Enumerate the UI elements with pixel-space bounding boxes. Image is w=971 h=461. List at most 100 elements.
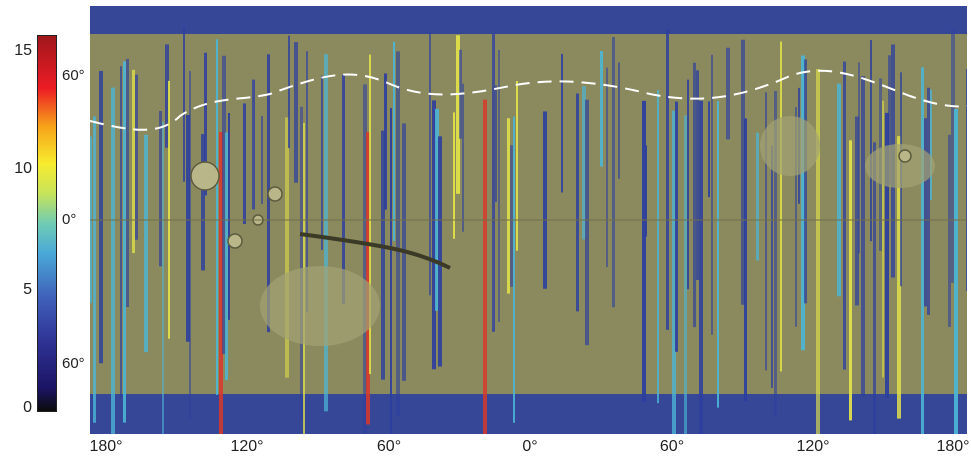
coverage-stripe bbox=[687, 79, 689, 290]
coverage-stripe bbox=[801, 55, 805, 351]
coverage-stripe bbox=[189, 70, 191, 420]
coverage-stripe bbox=[243, 103, 246, 225]
coverage-stripe bbox=[858, 62, 860, 254]
coverage-stripe bbox=[843, 61, 846, 370]
terrain-plain bbox=[260, 266, 380, 346]
coverage-stripe bbox=[771, 145, 773, 388]
volcano bbox=[227, 233, 243, 249]
coverage-stripe bbox=[513, 116, 515, 423]
coverage-stripe bbox=[204, 52, 207, 196]
coverage-stripe bbox=[432, 100, 436, 370]
coverage-stripe bbox=[804, 59, 807, 304]
coverage-stripe bbox=[600, 51, 603, 167]
coverage-stripes bbox=[90, 6, 967, 434]
coverage-stripe bbox=[369, 54, 371, 375]
coverage-stripe bbox=[699, 100, 703, 434]
coverage-stripe bbox=[927, 87, 930, 315]
coverage-stripe bbox=[252, 79, 255, 210]
coverage-stripe bbox=[684, 115, 687, 434]
terrain-plain bbox=[760, 116, 820, 176]
coverage-stripe bbox=[873, 142, 876, 434]
coverage-stripe bbox=[585, 99, 589, 346]
colorbar-legend: 15 10 5 0 60° 0° 60° bbox=[0, 0, 90, 461]
coverage-stripe bbox=[228, 113, 230, 320]
volcano bbox=[898, 149, 912, 163]
coverage-stripe bbox=[456, 35, 460, 194]
coverage-stripe bbox=[837, 83, 841, 297]
coverage-stripe bbox=[756, 132, 759, 261]
coverage-stripe bbox=[510, 145, 513, 287]
coverage-stripe bbox=[507, 118, 510, 294]
coverage-stripe bbox=[120, 66, 122, 398]
colorbar-tick-10: 10 bbox=[14, 160, 32, 177]
coverage-stripe bbox=[885, 112, 889, 398]
coverage-stripe bbox=[498, 50, 500, 322]
coverage-stripe bbox=[222, 55, 226, 355]
coverage-stripe bbox=[888, 55, 891, 185]
coverage-stripe bbox=[132, 69, 135, 254]
colorbar-tick-15: 15 bbox=[14, 42, 32, 59]
coverage-stripe bbox=[717, 100, 719, 408]
coverage-stripe bbox=[384, 73, 387, 210]
coverage-stripe bbox=[300, 106, 303, 420]
coverage-stripe bbox=[393, 41, 395, 242]
coverage-stripe bbox=[726, 47, 730, 140]
coverage-stripe bbox=[492, 33, 495, 332]
coverage-stripe bbox=[111, 87, 115, 434]
coverage-stripe bbox=[495, 85, 497, 202]
canyon bbox=[299, 232, 451, 270]
coverage-stripe bbox=[294, 42, 298, 183]
longitude-label-120e: 120° bbox=[796, 438, 830, 455]
coverage-stripe bbox=[618, 62, 620, 179]
coverage-stripe bbox=[159, 110, 162, 267]
coverage-stripe bbox=[582, 85, 586, 240]
coverage-stripe bbox=[288, 35, 290, 149]
coverage-stripe bbox=[342, 74, 345, 304]
coverage-stripe bbox=[675, 101, 678, 352]
coverage-stripe bbox=[462, 83, 464, 232]
colorbar-tick-5: 5 bbox=[23, 281, 32, 298]
coverage-stripe bbox=[711, 54, 713, 335]
canyon-feature bbox=[299, 232, 451, 270]
north-polar-coverage bbox=[90, 6, 967, 34]
coverage-stripe bbox=[882, 100, 884, 378]
coverage-stripe bbox=[126, 58, 129, 308]
coverage-stripe bbox=[774, 91, 777, 417]
longitude-label-0: 0° bbox=[522, 438, 538, 455]
coverage-stripe bbox=[948, 134, 951, 328]
coverage-stripe bbox=[93, 116, 96, 423]
coverage-stripe bbox=[216, 39, 218, 395]
coverage-stripe bbox=[321, 75, 323, 250]
coverage-stripe bbox=[438, 136, 442, 367]
coverage-stripe bbox=[930, 89, 932, 200]
coverage-stripe bbox=[363, 84, 367, 434]
coverage-stripe bbox=[708, 101, 710, 198]
coverage-stripe bbox=[696, 70, 699, 280]
south-polar-coverage bbox=[90, 394, 967, 434]
coverage-stripe bbox=[381, 130, 385, 380]
coverage-stripe bbox=[576, 93, 579, 312]
coverage-stripe bbox=[324, 54, 328, 412]
coverage-stripe bbox=[306, 51, 308, 313]
coverage-stripe bbox=[99, 70, 103, 364]
coverage-stripe bbox=[429, 31, 431, 296]
coverage-stripe bbox=[921, 67, 924, 434]
longitude-label-120w: 120° bbox=[230, 438, 264, 455]
coverage-stripe bbox=[261, 116, 263, 204]
coverage-stripe bbox=[765, 92, 767, 371]
coverage-stripe bbox=[135, 74, 138, 240]
coverage-stripe bbox=[168, 80, 170, 339]
coverage-stripe bbox=[483, 99, 487, 434]
coverage-stripe bbox=[201, 134, 205, 271]
coverage-stripe bbox=[612, 36, 615, 308]
coverage-stripe bbox=[123, 61, 126, 423]
coverage-stripe bbox=[870, 40, 872, 242]
coverage-stripe bbox=[162, 121, 164, 434]
coverage-stripe bbox=[951, 29, 955, 283]
coverage-stripe bbox=[954, 108, 958, 434]
longitude-label-60w: 60° bbox=[376, 438, 402, 455]
coverage-stripe bbox=[186, 114, 190, 342]
latitude-label-equator: 0° bbox=[62, 211, 77, 228]
coverage-stripe bbox=[741, 39, 745, 305]
coverage-stripe bbox=[543, 111, 547, 289]
